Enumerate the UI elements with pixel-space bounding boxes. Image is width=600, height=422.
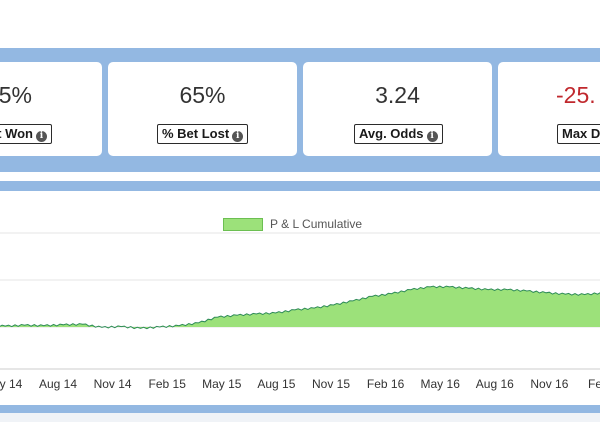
stat-value: 5% [0,82,32,108]
x-tick-label: Feb 15 [149,377,187,391]
stats-band: 5% t Won i 65% % Bet Lost i 3.24 Avg. Odds… [0,48,600,172]
x-tick-label: Nov 16 [530,377,568,391]
x-tick-label: Fe [588,377,600,391]
stat-label-bet-lost[interactable]: % Bet Lost i [157,124,249,144]
x-tick-label: May 16 [421,377,461,391]
stat-card-bet-lost: 65% % Bet Lost i [108,62,297,156]
stat-value: 3.24 [375,82,420,108]
pnl-chart: y 14 Aug 14 Nov 14 Feb 15 May 15 Aug 15 Nov 15… [0,232,600,391]
info-icon[interactable]: i [36,131,47,142]
legend-label: P & L Cumulative [270,217,363,231]
pnl-line [0,285,600,330]
stat-label-bet-won[interactable]: t Won i [0,124,52,144]
stat-card-bet-won: 5% t Won i [0,62,102,156]
stat-value: 65% [179,82,226,108]
stat-label-text: Avg. Odds [359,126,424,141]
area-layer [0,285,600,330]
stat-label-text: t Won [0,126,33,141]
x-tick-label: y 14 [0,377,23,391]
legend-swatch [223,218,263,231]
chart-panel: y 14 Aug 14 Nov 14 Feb 15 May 15 Aug 15 Nov 15… [0,191,600,405]
info-icon[interactable]: i [426,131,438,142]
stat-card-avg-odds: 3.24 Avg. Odds i [303,62,492,156]
stat-card-max-drawdown: -25. Max D [498,62,600,156]
x-tick-label: Aug 16 [476,377,514,391]
x-tick-label: Aug 14 [39,377,77,391]
x-tick-label: Aug 15 [257,377,295,391]
info-icon[interactable]: i [232,131,244,142]
x-tick-label: May 15 [202,377,242,391]
chart-footer-strip [0,413,600,422]
stat-label-text: Max D [562,126,600,141]
stat-value: -25. [556,82,596,108]
x-tick-label: Nov 14 [94,377,132,391]
stat-label-avg-odds[interactable]: Avg. Odds i [354,124,443,144]
stat-label-max-drawdown[interactable]: Max D [557,124,600,144]
chart-band: y 14 Aug 14 Nov 14 Feb 15 May 15 Aug 15 Nov 15… [0,181,600,422]
x-tick-label: Nov 15 [312,377,350,391]
x-tick-label: Feb 16 [367,377,405,391]
pnl-area [0,286,600,329]
tick-layer: y 14 Aug 14 Nov 14 Feb 15 May 15 Aug 15 Nov 15… [0,377,600,391]
stat-label-text: % Bet Lost [162,126,230,141]
